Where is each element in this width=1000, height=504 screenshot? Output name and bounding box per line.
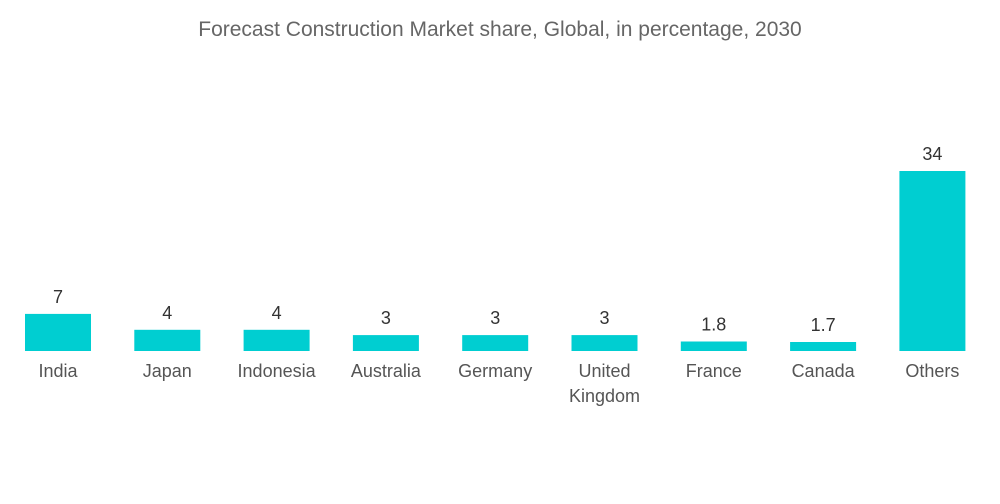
value-label: 3 [381,308,391,328]
value-label: 4 [162,303,172,323]
category-label-line: France [686,361,742,381]
category-label: Japan [143,361,192,381]
category-label-line: United [578,361,630,381]
category-label-line: Canada [792,361,856,381]
category-label: Germany [458,361,532,381]
bars-layer [25,171,966,351]
category-label-line: Japan [143,361,192,381]
chart-title: Forecast Construction Market share, Glob… [198,18,802,41]
bar-australia [352,335,419,351]
category-label: Others [905,361,959,381]
category-label: Canada [792,361,856,381]
category-label: France [686,361,742,381]
category-label: India [38,361,78,381]
value-label: 3 [599,308,609,328]
value-label: 1.7 [811,315,836,335]
bar-others [899,171,966,351]
category-label: Australia [351,361,422,381]
bar-india [25,313,91,351]
value-label: 1.8 [701,315,726,335]
bar-france [680,341,747,351]
category-label-line: Others [905,361,959,381]
category-labels-layer: India Japan Indonesia Australia Germany Unite… [38,361,959,406]
category-label-line: Kingdom [569,386,640,406]
category-label-line: India [38,361,78,381]
category-label: Indonesia [238,361,317,381]
value-label: 7 [53,287,63,307]
bar-united-kingdom [571,335,638,351]
category-label-line: Indonesia [238,361,317,381]
value-labels-layer: 7 4 4 3 3 3 1.8 1.7 34 [53,144,942,335]
value-label: 3 [490,308,500,328]
value-label: 34 [922,144,942,164]
bar-germany [462,335,529,351]
value-label: 4 [272,303,282,323]
category-label-line: Germany [458,361,532,381]
bar-indonesia [243,329,310,351]
category-label: United Kingdom [569,361,640,406]
bar-canada [790,342,857,351]
category-label-line: Australia [351,361,422,381]
bar-japan [134,329,201,351]
